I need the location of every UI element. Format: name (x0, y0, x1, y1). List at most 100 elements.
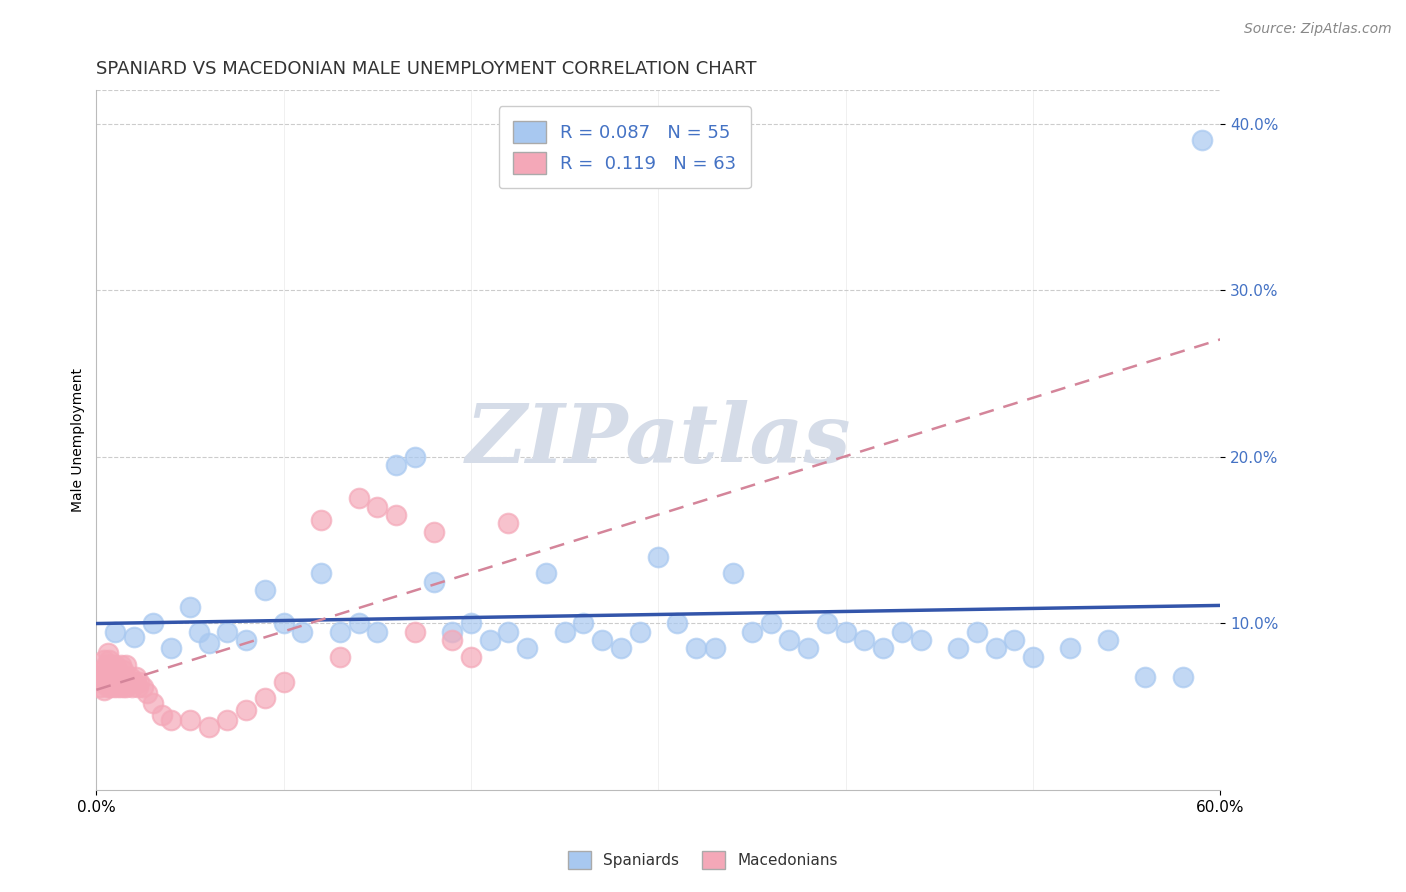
Point (111, 663, 134, 677)
Point (115, 680, 138, 694)
Point (498, 624, 520, 639)
Point (591, 632, 613, 647)
Point (188, 624, 211, 639)
Point (108, 669, 131, 683)
Point (100, 680, 122, 694)
Point (478, 632, 501, 647)
Point (778, 632, 800, 647)
Point (404, 450, 426, 464)
Point (160, 641, 183, 656)
Point (121, 680, 143, 694)
Point (105, 663, 128, 677)
Point (1022, 649, 1045, 664)
Point (93, 653, 115, 667)
Point (141, 616, 163, 631)
Point (100, 657, 122, 672)
Point (150, 707, 173, 722)
Point (460, 616, 482, 631)
Point (104, 669, 127, 683)
Point (115, 657, 138, 672)
Point (197, 720, 219, 734)
Legend: Spaniards, Macedonians: Spaniards, Macedonians (562, 845, 844, 875)
Point (366, 624, 388, 639)
Point (114, 674, 136, 689)
Point (122, 674, 145, 689)
Point (309, 513, 332, 527)
Point (235, 703, 257, 717)
Point (647, 549, 669, 564)
Point (89, 680, 111, 694)
Point (385, 458, 408, 472)
Point (366, 500, 388, 514)
Point (347, 491, 370, 506)
Point (89, 669, 111, 683)
Point (1059, 641, 1081, 656)
Point (98, 663, 121, 677)
Point (741, 624, 763, 639)
Point (554, 624, 576, 639)
Point (834, 624, 856, 639)
Point (136, 686, 159, 700)
Point (141, 696, 163, 710)
Point (160, 713, 183, 727)
Point (1097, 632, 1119, 647)
Point (94, 666, 117, 681)
Point (872, 641, 894, 656)
Point (1171, 669, 1194, 683)
Point (329, 624, 352, 639)
Point (498, 516, 520, 531)
Point (128, 674, 150, 689)
Point (114, 669, 136, 683)
Point (291, 624, 314, 639)
Point (1191, 133, 1213, 147)
Point (309, 566, 332, 581)
Point (534, 566, 557, 581)
Point (197, 636, 219, 650)
Point (628, 624, 651, 639)
Point (890, 624, 912, 639)
Point (179, 599, 201, 614)
Point (984, 641, 1007, 656)
Point (797, 641, 820, 656)
Point (127, 680, 149, 694)
Point (1002, 632, 1025, 647)
Point (91, 674, 114, 689)
Point (120, 669, 142, 683)
Point (97, 669, 120, 683)
Point (759, 616, 782, 631)
Point (179, 713, 201, 727)
Point (117, 674, 139, 689)
Point (105, 674, 128, 689)
Point (217, 624, 239, 639)
Point (385, 508, 408, 522)
Point (132, 680, 155, 694)
Point (125, 669, 148, 683)
Point (329, 649, 352, 664)
Point (104, 657, 127, 672)
Point (666, 616, 689, 631)
Point (103, 666, 125, 681)
Point (966, 624, 988, 639)
Point (1135, 669, 1157, 683)
Y-axis label: Male Unemployment: Male Unemployment (72, 368, 86, 512)
Point (685, 641, 707, 656)
Point (422, 574, 444, 589)
Text: SPANIARD VS MACEDONIAN MALE UNEMPLOYMENT CORRELATION CHART: SPANIARD VS MACEDONIAN MALE UNEMPLOYMENT… (97, 60, 756, 78)
Point (703, 641, 725, 656)
Point (100, 669, 122, 683)
Point (946, 641, 969, 656)
Point (572, 616, 595, 631)
Point (422, 524, 444, 539)
Point (97, 680, 120, 694)
Point (853, 632, 876, 647)
Point (253, 582, 276, 597)
Point (94, 657, 117, 672)
Point (97, 646, 120, 660)
Point (98, 674, 121, 689)
Point (122, 630, 145, 644)
Legend: R = 0.087   N = 55, R =  0.119   N = 63: R = 0.087 N = 55, R = 0.119 N = 63 (499, 106, 751, 188)
Point (98, 653, 121, 667)
Point (273, 616, 295, 631)
Point (104, 680, 127, 694)
Point (441, 624, 464, 639)
